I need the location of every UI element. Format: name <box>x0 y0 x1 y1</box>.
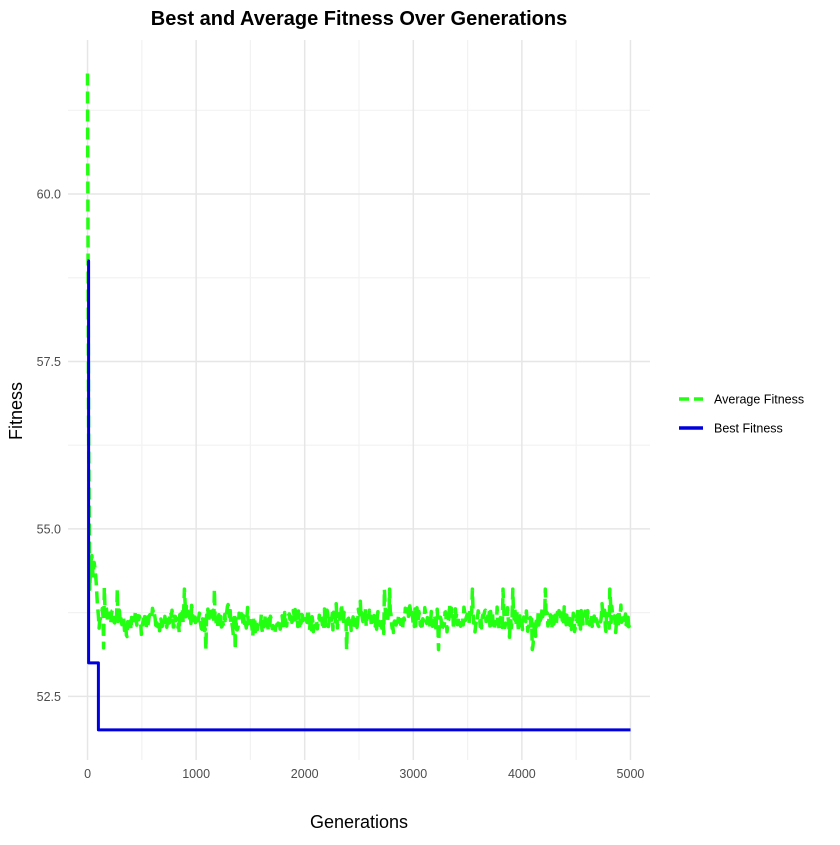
x-tick-label: 5000 <box>617 767 645 781</box>
x-tick-label: 0 <box>84 767 91 781</box>
x-tick-label: 3000 <box>399 767 427 781</box>
x-tick-label: 1000 <box>182 767 210 781</box>
y-axis: 52.5 55.0 57.5 60.0 <box>37 188 61 704</box>
series-line-best-fitness <box>87 259 631 732</box>
x-tick-label: 2000 <box>291 767 319 781</box>
y-tick-label: 60.0 <box>37 188 61 202</box>
x-axis: 0 1000 2000 3000 4000 5000 <box>84 767 644 781</box>
x-axis-label: Generations <box>310 812 408 832</box>
legend: Average Fitness Best Fitness <box>679 393 804 436</box>
legend-label-best-fitness: Best Fitness <box>714 422 783 436</box>
series-line-average-fitness <box>85 73 632 652</box>
grid-major <box>68 40 650 760</box>
y-tick-label: 52.5 <box>37 690 61 704</box>
y-tick-label: 55.0 <box>37 522 61 536</box>
series-layer <box>85 73 632 732</box>
y-axis-label: Fitness <box>6 382 26 440</box>
legend-label-average-fitness: Average Fitness <box>714 393 804 407</box>
chart-title: Best and Average Fitness Over Generation… <box>151 8 567 30</box>
plot-area <box>85 73 632 732</box>
y-tick-label: 57.5 <box>37 355 61 369</box>
x-tick-label: 4000 <box>508 767 536 781</box>
